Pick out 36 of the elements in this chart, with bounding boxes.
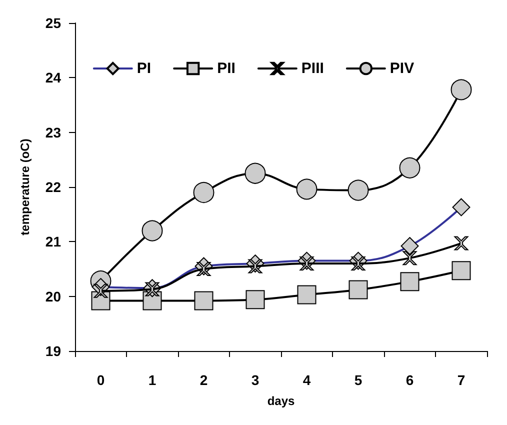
point	[246, 290, 265, 310]
x-tick-label: 1	[148, 372, 156, 388]
y-tick-label: 19	[45, 343, 62, 359]
x-tick-label: 2	[200, 372, 208, 388]
legend-label: PIV	[390, 60, 414, 77]
x-tick-label: 0	[96, 372, 105, 388]
point	[348, 280, 368, 300]
x-tick-label: 3	[251, 372, 260, 388]
y-tick-label: 23	[45, 124, 62, 140]
point	[296, 178, 318, 200]
point	[297, 285, 316, 304]
x-tick-label: 4	[302, 372, 311, 388]
y-tick-label: 25	[45, 15, 62, 31]
y-axis-title: temperature (oC)	[18, 138, 32, 236]
x-axis-title: days	[267, 394, 295, 408]
point	[454, 236, 468, 250]
legend-label: PI	[136, 60, 152, 77]
legend-label: PII	[217, 60, 236, 77]
legend-label: PIII	[301, 60, 324, 77]
point	[450, 79, 472, 100]
point	[399, 157, 420, 178]
point	[452, 261, 471, 280]
point	[348, 180, 369, 201]
y-tick-label: 20	[45, 288, 62, 304]
point	[142, 220, 163, 242]
point	[193, 182, 214, 203]
x-tick-label: 7	[457, 372, 466, 388]
x-tick-label: 6	[406, 372, 414, 388]
point	[400, 272, 420, 292]
point	[194, 291, 214, 310]
point	[402, 251, 417, 266]
y-tick-label: 21	[45, 234, 62, 250]
point	[244, 162, 266, 184]
y-tick-label: 22	[45, 179, 62, 195]
x-tick-label: 5	[354, 372, 362, 388]
y-tick-label: 24	[45, 70, 62, 86]
